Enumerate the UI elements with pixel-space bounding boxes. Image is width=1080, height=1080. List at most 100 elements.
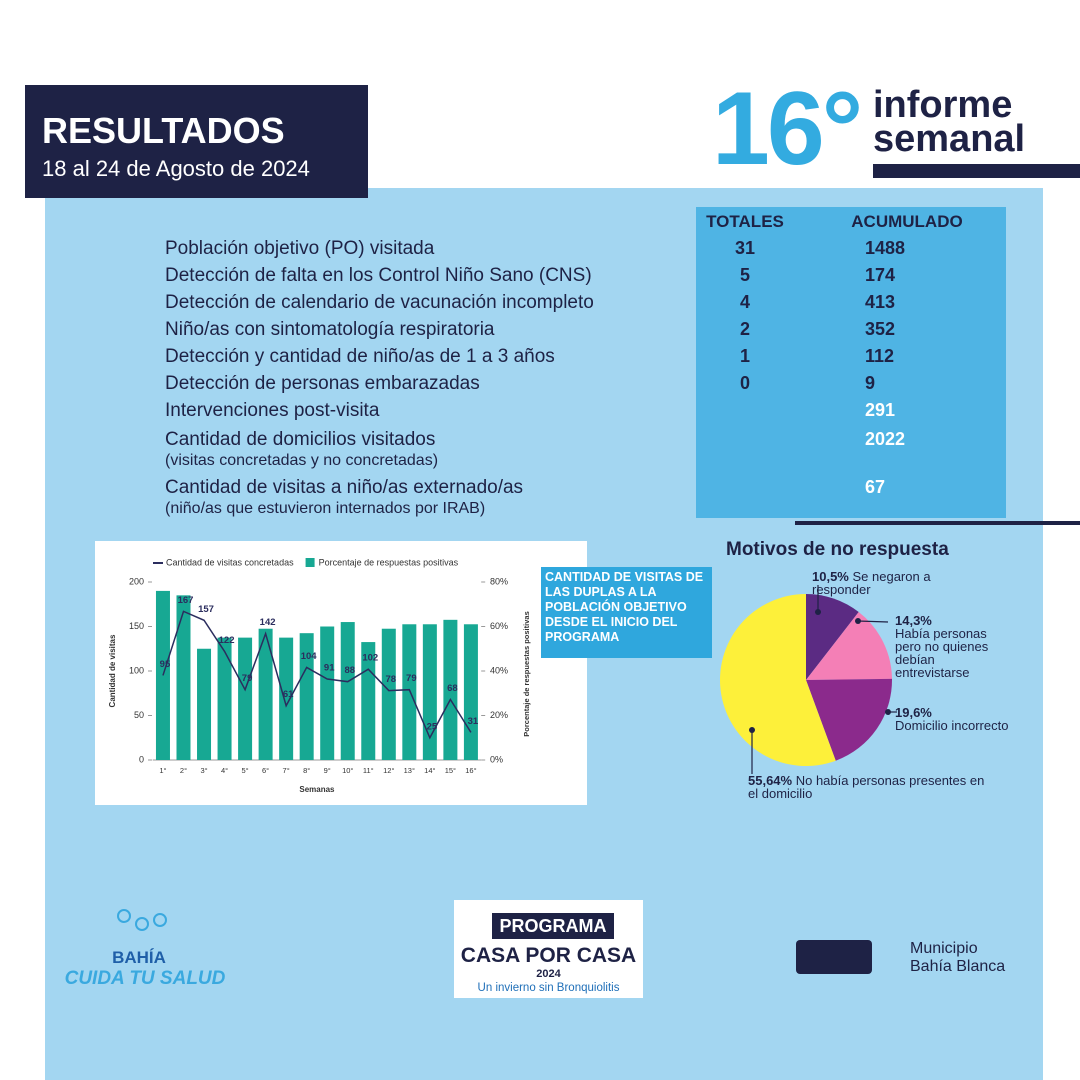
logo-figure	[153, 913, 167, 927]
row-label: Detección y cantidad de niño/as de 1 a 3…	[165, 346, 555, 367]
row-accumulated: 67	[865, 477, 886, 497]
y2-tick-label: 80%	[490, 576, 508, 586]
data-label: 31	[468, 716, 479, 727]
x-tick-label: 11°	[363, 766, 374, 775]
pie-slice	[806, 594, 859, 680]
x-tick-label: 7°	[283, 766, 290, 775]
row-accumulated: 9	[865, 373, 876, 393]
chart-annotation: CANTIDAD DE VISITAS DE LAS DUPLAS A LA P…	[541, 567, 712, 658]
data-label: 78	[386, 674, 397, 685]
bar	[381, 628, 396, 760]
y-tick-label: 0	[139, 754, 144, 764]
data-label: 88	[344, 665, 355, 676]
pie-label: 55,64% No había personas presentes en el…	[748, 774, 988, 800]
x-tick-label: 6°	[262, 766, 269, 775]
y2-axis-label: Porcentaje de respuestas positivas	[522, 611, 531, 736]
x-axis-label: Semanas	[299, 785, 335, 794]
y2-tick-label: 0%	[490, 754, 503, 764]
x-tick-label: 14°	[424, 766, 435, 775]
logo-figure	[117, 909, 131, 923]
row-label: Cantidad de visitas a niño/as externado/…	[165, 477, 524, 498]
row-accumulated: 112	[865, 346, 895, 366]
data-label: 142	[260, 617, 276, 628]
row-accumulated: 1488	[865, 238, 906, 258]
x-tick-label: 15°	[445, 766, 456, 775]
column-header: ACUMULADO	[851, 212, 963, 231]
bar	[279, 637, 294, 760]
row-total: 1	[739, 346, 750, 366]
leader-dot	[855, 618, 861, 624]
row-label: Cantidad de domicilios visitados	[165, 429, 436, 450]
y2-tick-label: 40%	[490, 665, 508, 675]
data-label: 102	[362, 653, 378, 664]
row-total: 5	[739, 265, 750, 285]
pie-slice	[720, 594, 836, 767]
row-label: Población objetivo (PO) visitada	[165, 238, 435, 259]
y-tick-label: 150	[129, 621, 144, 631]
pie-category: Domicilio incorrecto	[895, 718, 1009, 733]
report-number: 16°	[712, 71, 863, 187]
bar	[402, 624, 417, 760]
row-note: (niño/as que estuvieron internados por I…	[165, 500, 486, 517]
row-accumulated: 413	[865, 292, 896, 312]
column-header: TOTALES	[706, 212, 784, 231]
pie-value-label: 14,3%	[895, 613, 932, 628]
title: RESULTADOS	[42, 110, 285, 151]
leader-dot	[885, 709, 891, 715]
pie-title: Motivos de no respuesta	[726, 539, 949, 560]
row-accumulated: 291	[865, 400, 896, 420]
logo-figure	[135, 917, 149, 931]
header-box	[25, 85, 368, 198]
bar	[176, 595, 191, 760]
bar	[238, 637, 253, 760]
data-label: 61	[283, 689, 294, 700]
y2-tick-label: 60%	[490, 621, 508, 631]
y-tick-label: 50	[134, 710, 144, 720]
bar	[299, 633, 314, 760]
report-label: informe semanal	[873, 84, 1026, 160]
x-tick-label: 13°	[404, 766, 415, 775]
x-tick-label: 8°	[303, 766, 310, 775]
program-label: PROGRAMA	[492, 913, 614, 939]
x-tick-label: 5°	[241, 766, 248, 775]
data-label: 95	[160, 659, 171, 670]
row-total: 4	[739, 292, 750, 312]
logo-slogan: CUIDA TU SALUD	[64, 968, 226, 989]
municipality: Municipio Bahía Blanca	[910, 940, 1006, 975]
data-label: 91	[324, 663, 335, 674]
bar	[422, 624, 437, 760]
data-label: 68	[447, 683, 458, 694]
program-slogan: Un invierno sin Bronquiolitis	[477, 982, 620, 994]
legend-label: Cantidad de visitas concretadas	[166, 557, 294, 567]
row-accumulated: 174	[865, 265, 896, 285]
y-axis-label: Cantidad de visitas	[108, 634, 117, 707]
program-year: 2024	[536, 968, 561, 980]
y2-tick-label: 20%	[490, 710, 508, 720]
data-label: 157	[198, 604, 214, 615]
pie-label: 19,6% Domicilio incorrecto	[895, 706, 1010, 732]
pie-value-label: 19,6%	[895, 705, 932, 720]
pie-slice	[806, 612, 892, 680]
row-label: Intervenciones post-visita	[165, 400, 380, 421]
program-name: CASA POR CASA	[460, 944, 637, 967]
data-label: 79	[242, 673, 253, 684]
x-tick-label: 10°	[342, 766, 353, 775]
x-tick-label: 3°	[200, 766, 207, 775]
row-total: 0	[739, 373, 750, 393]
rule	[795, 521, 1080, 525]
row-accumulated: 352	[865, 319, 896, 339]
data-label: 122	[219, 635, 235, 646]
row-note: (visitas concretadas y no concretadas)	[165, 452, 439, 469]
bar	[217, 637, 232, 760]
row-label: Niño/as con sintomatología respiratoria	[165, 319, 495, 340]
leader-dot	[749, 727, 755, 733]
logo-name: BAHÍA	[112, 948, 166, 967]
pie-slice	[806, 678, 892, 761]
data-label: 25	[427, 721, 438, 732]
x-tick-label: 1°	[159, 766, 166, 775]
x-tick-label: 12°	[383, 766, 394, 775]
bar	[443, 619, 458, 760]
bar	[463, 624, 478, 760]
pie-category: Se negaron a responder	[812, 569, 931, 597]
line	[162, 610, 472, 740]
